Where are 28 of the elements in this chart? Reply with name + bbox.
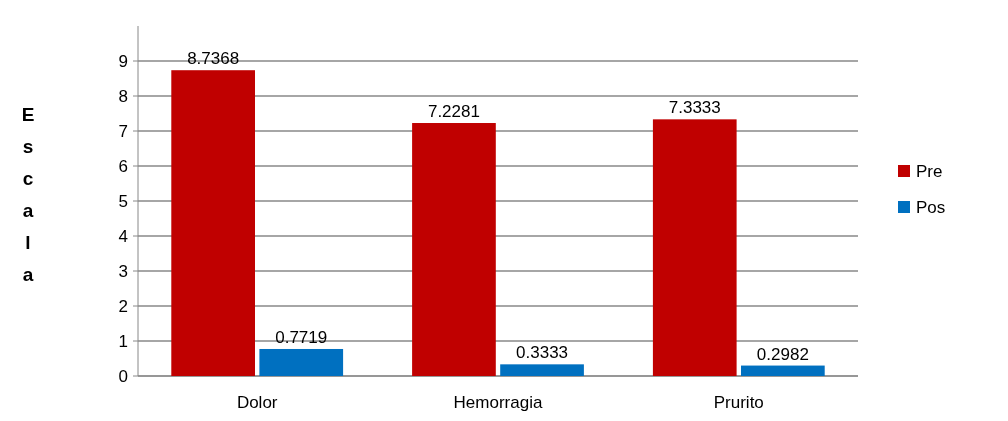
y-axis-title: Escala — [21, 104, 35, 285]
bar — [741, 365, 825, 376]
y-tick-label: 6 — [118, 156, 128, 176]
y-tick-label: 4 — [118, 226, 128, 246]
y-tick-label: 0 — [118, 366, 128, 386]
legend-label: Pre — [916, 161, 943, 181]
y-tick-label: 9 — [118, 51, 128, 71]
data-label: 0.7719 — [275, 327, 328, 347]
x-tick-label: Hemorragia — [453, 393, 543, 412]
data-label: 0.3333 — [516, 343, 569, 363]
data-label: 7.3333 — [668, 98, 721, 118]
x-tick-label: Dolor — [236, 393, 278, 412]
legend-label: Pos — [916, 197, 946, 217]
y-tick-label: 3 — [118, 261, 128, 281]
y-tick-label: 1 — [118, 331, 128, 351]
x-tick-label: Prurito — [713, 393, 764, 412]
bar — [259, 348, 344, 376]
data-label: 7.2281 — [427, 102, 480, 122]
bar — [500, 364, 584, 376]
data-label: 0.2982 — [756, 344, 809, 364]
y-tick-label: 7 — [118, 121, 128, 141]
bar — [412, 123, 496, 376]
bar — [652, 119, 737, 376]
y-tick-label: 5 — [118, 191, 128, 211]
y-tick-label: 2 — [118, 296, 128, 316]
data-label: 8.7368 — [187, 49, 240, 69]
y-tick-label: 8 — [118, 86, 128, 106]
bar — [171, 70, 255, 376]
